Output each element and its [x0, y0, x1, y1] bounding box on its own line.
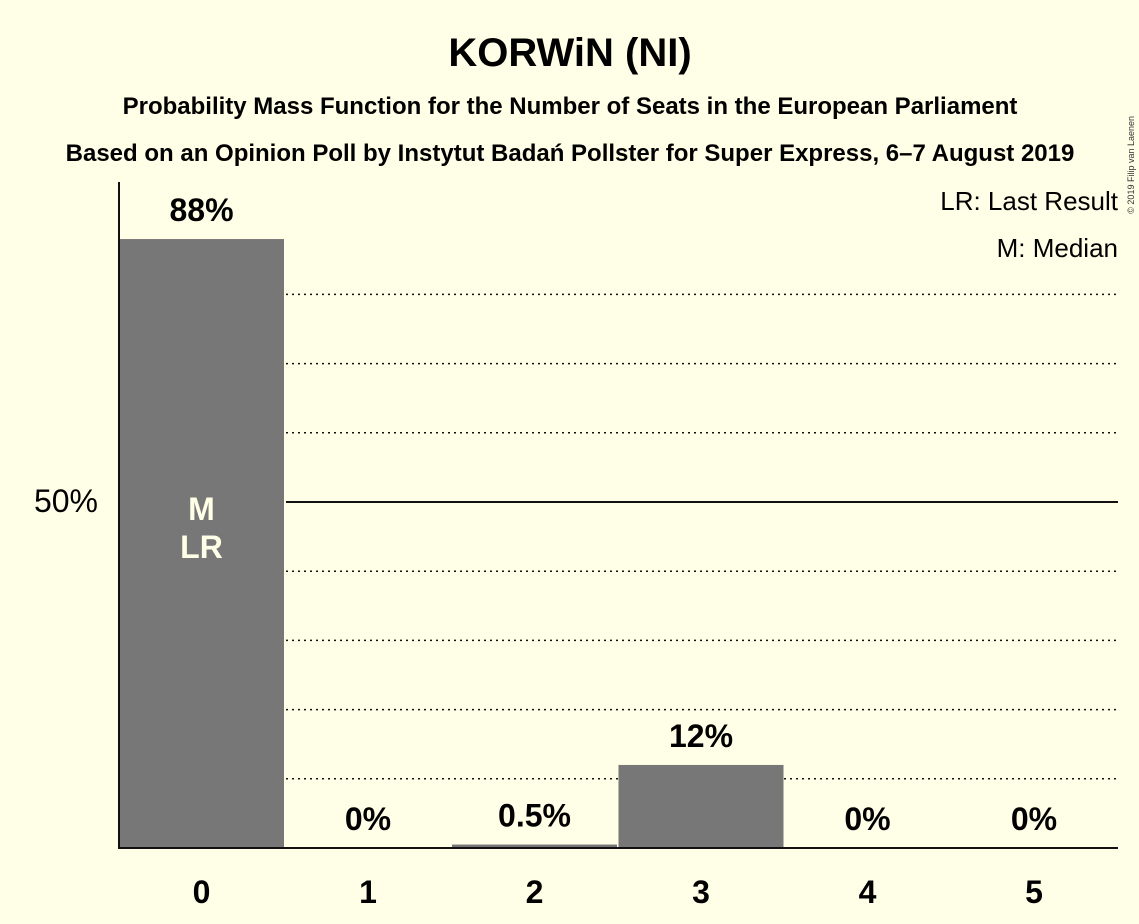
median-marker: M: [188, 491, 215, 527]
last-result-marker: LR: [180, 529, 223, 565]
bar-label-1: 0%: [345, 801, 391, 837]
gridlines: [286, 293, 1118, 780]
x-tick-0: 0: [193, 874, 211, 910]
bar-label-2: 0.5%: [498, 798, 571, 834]
x-tick-5: 5: [1025, 874, 1043, 910]
legend-last-result: LR: Last Result: [940, 186, 1119, 216]
bar-2: [452, 844, 617, 848]
bar-label-3: 12%: [669, 718, 733, 754]
bar-label-5: 0%: [1011, 801, 1057, 837]
credit: © 2019 Filip van Laenen: [1126, 116, 1136, 214]
bar-0: [119, 239, 284, 849]
bar-3: [618, 764, 784, 848]
chart-title: KORWiN (NI): [448, 31, 691, 75]
x-tick-3: 3: [692, 874, 710, 910]
y-tick-label-50: 50%: [34, 483, 98, 519]
chart-source: Based on an Opinion Poll by Instytut Bad…: [66, 140, 1075, 167]
bar-label-0: 88%: [169, 192, 233, 228]
legend-median: M: Median: [997, 233, 1118, 263]
x-tick-2: 2: [526, 874, 544, 910]
bars: [119, 239, 784, 849]
x-tick-4: 4: [859, 874, 877, 910]
x-tick-1: 1: [359, 874, 377, 910]
bar-value-labels: 88% MLR 0% 0.5% 12% 0% 0%: [169, 192, 1057, 837]
x-tick-labels: 0 1 2 3 4 5: [193, 874, 1043, 910]
chart-subtitle: Probability Mass Function for the Number…: [123, 93, 1018, 120]
bar-label-4: 0%: [844, 801, 890, 837]
